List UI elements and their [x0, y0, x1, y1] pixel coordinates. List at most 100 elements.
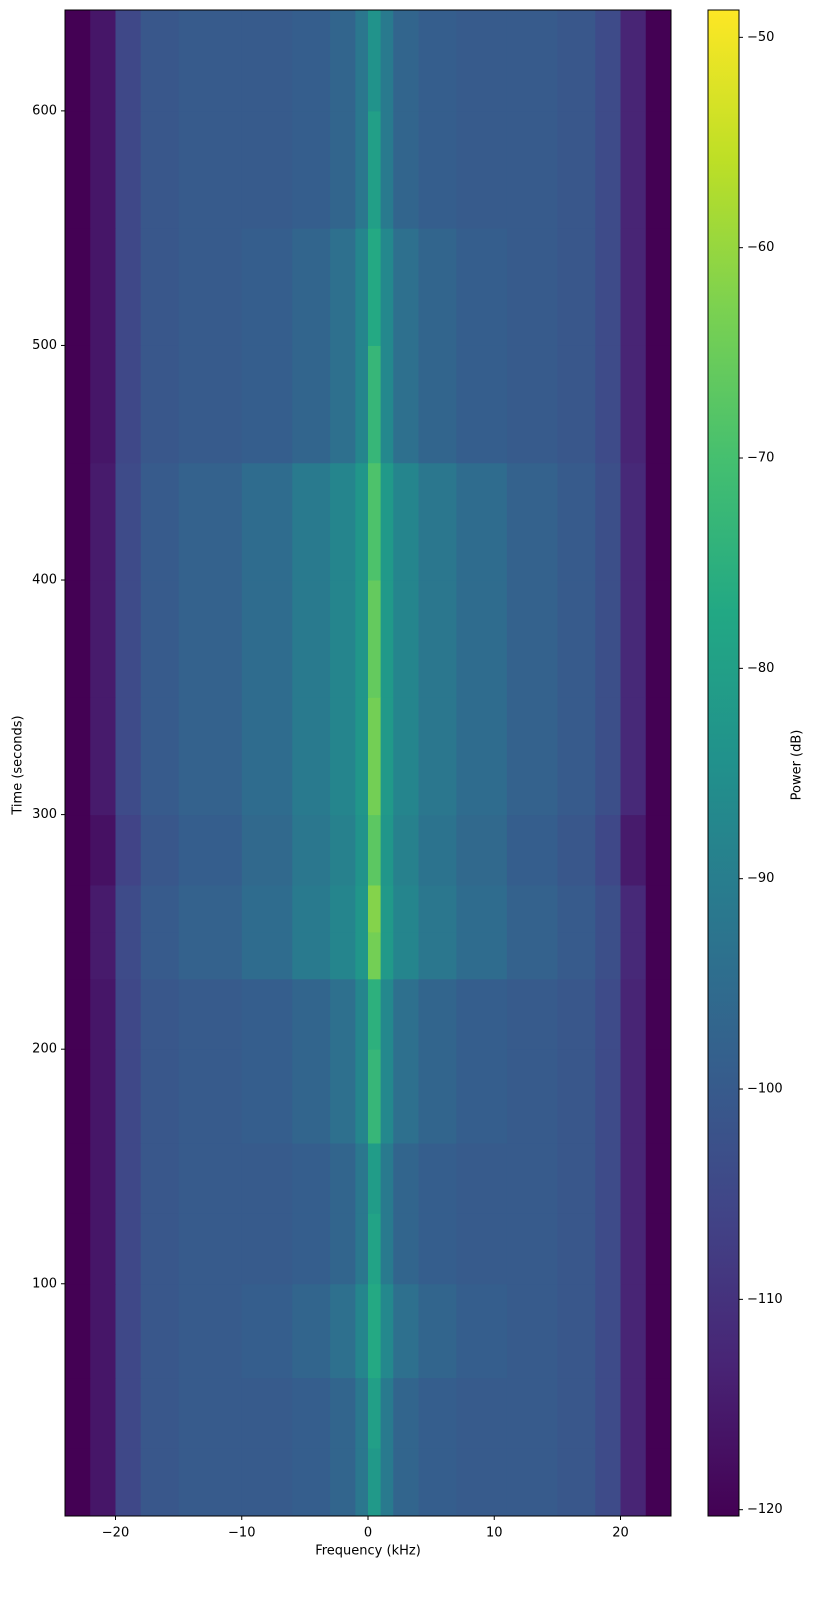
heatmap-cell	[620, 1143, 647, 1214]
heatmap-cell	[645, 462, 672, 581]
heatmap-cell	[393, 978, 419, 1050]
heatmap-cell	[368, 462, 382, 581]
heatmap-cell	[65, 814, 91, 886]
colorbar	[707, 9, 740, 1517]
heatmap-cell	[355, 110, 369, 229]
heatmap-cell	[65, 978, 91, 1050]
heatmap-cell	[393, 1143, 419, 1214]
heatmap-cell	[456, 110, 508, 229]
heatmap-cell	[292, 978, 331, 1050]
heatmap-cell	[380, 1213, 394, 1285]
heatmap-cell	[380, 10, 394, 112]
heatmap-cell	[380, 1377, 394, 1449]
heatmap-cell	[620, 1283, 647, 1379]
heatmap-cell	[140, 1377, 180, 1449]
heatmap-cell	[418, 345, 457, 464]
heatmap-cell	[595, 1283, 621, 1379]
heatmap-cell	[355, 580, 369, 698]
heatmap-cell	[355, 1447, 369, 1517]
heatmap-cell	[380, 1283, 394, 1379]
heatmap-cell	[506, 1049, 558, 1144]
heatmap-cell	[90, 10, 116, 112]
heatmap-cell	[292, 580, 331, 698]
heatmap-cell	[380, 228, 394, 346]
heatmap-cell	[292, 931, 331, 980]
heatmap-cell	[330, 697, 356, 816]
heatmap-cell	[645, 884, 672, 933]
heatmap-cell	[645, 978, 672, 1050]
heatmap-cell	[330, 110, 356, 229]
heatmap-cell	[368, 580, 382, 698]
heatmap-cell	[595, 1143, 621, 1214]
heatmap-cell	[355, 345, 369, 464]
heatmap-cell	[595, 10, 621, 112]
heatmap-cell	[355, 1283, 369, 1379]
heatmap-cell	[595, 931, 621, 980]
heatmap-cell	[418, 978, 457, 1050]
heatmap-cell	[355, 1049, 369, 1144]
heatmap-cell	[393, 1283, 419, 1379]
heatmap-cell	[140, 580, 180, 698]
heatmap-cell	[557, 345, 596, 464]
heatmap-cell	[355, 884, 369, 933]
heatmap-cell	[456, 931, 508, 980]
heatmap-cell	[393, 814, 419, 886]
y-tick-label: 200	[32, 1042, 57, 1057]
heatmap-cell	[645, 1213, 672, 1285]
heatmap-cell	[620, 1377, 647, 1449]
heatmap-cell	[330, 1049, 356, 1144]
heatmap-cell	[241, 228, 293, 346]
heatmap-cell	[506, 931, 558, 980]
heatmap-cell	[241, 978, 293, 1050]
heatmap-cell	[557, 1377, 596, 1449]
heatmap-cell	[456, 1283, 508, 1379]
heatmap-cell	[456, 345, 508, 464]
heatmap-cell	[456, 462, 508, 581]
heatmap-cell	[393, 884, 419, 933]
heatmap-cell	[292, 462, 331, 581]
heatmap-cell	[115, 345, 142, 464]
heatmap-cell	[241, 884, 293, 933]
heatmap-cell	[557, 580, 596, 698]
heatmap-cell	[380, 697, 394, 816]
y-tick-label: 600	[32, 103, 57, 118]
heatmap-cell	[456, 1049, 508, 1144]
heatmap-cell	[645, 228, 672, 346]
heatmap-cell	[368, 978, 382, 1050]
heatmap-cell	[506, 228, 558, 346]
heatmap-cell	[355, 1143, 369, 1214]
heatmap-cell	[595, 1377, 621, 1449]
heatmap-cell	[393, 228, 419, 346]
heatmap-cell	[65, 1213, 91, 1285]
heatmap-cell	[393, 931, 419, 980]
heatmap-cell	[418, 580, 457, 698]
heatmap-cell	[355, 228, 369, 346]
heatmap-cell	[115, 814, 142, 886]
heatmap-cell	[115, 110, 142, 229]
heatmap-cell	[418, 1283, 457, 1379]
heatmap-cell	[292, 1283, 331, 1379]
heatmap-cell	[380, 814, 394, 886]
heatmap-cell	[330, 1283, 356, 1379]
heatmap-cell	[355, 10, 369, 112]
heatmap-cell	[115, 1283, 142, 1379]
heatmap-cell	[330, 1143, 356, 1214]
heatmap-cell	[368, 884, 382, 933]
heatmap-cell	[456, 884, 508, 933]
heatmap-cell	[140, 462, 180, 581]
heatmap-cell	[645, 697, 672, 816]
heatmap-cell	[418, 1213, 457, 1285]
heatmap-cell	[178, 697, 243, 816]
heatmap-cell	[557, 931, 596, 980]
heatmap-cell	[90, 580, 116, 698]
heatmap-cell	[65, 110, 91, 229]
heatmap-cell	[380, 345, 394, 464]
heatmap-cell	[418, 697, 457, 816]
heatmap-cell	[140, 1283, 180, 1379]
heatmap-cell	[393, 462, 419, 581]
heatmap-cell	[418, 462, 457, 581]
heatmap-cell	[557, 110, 596, 229]
heatmap-cell	[620, 884, 647, 933]
heatmap-cell	[140, 931, 180, 980]
colorbar-tick-label: −70	[747, 451, 774, 466]
